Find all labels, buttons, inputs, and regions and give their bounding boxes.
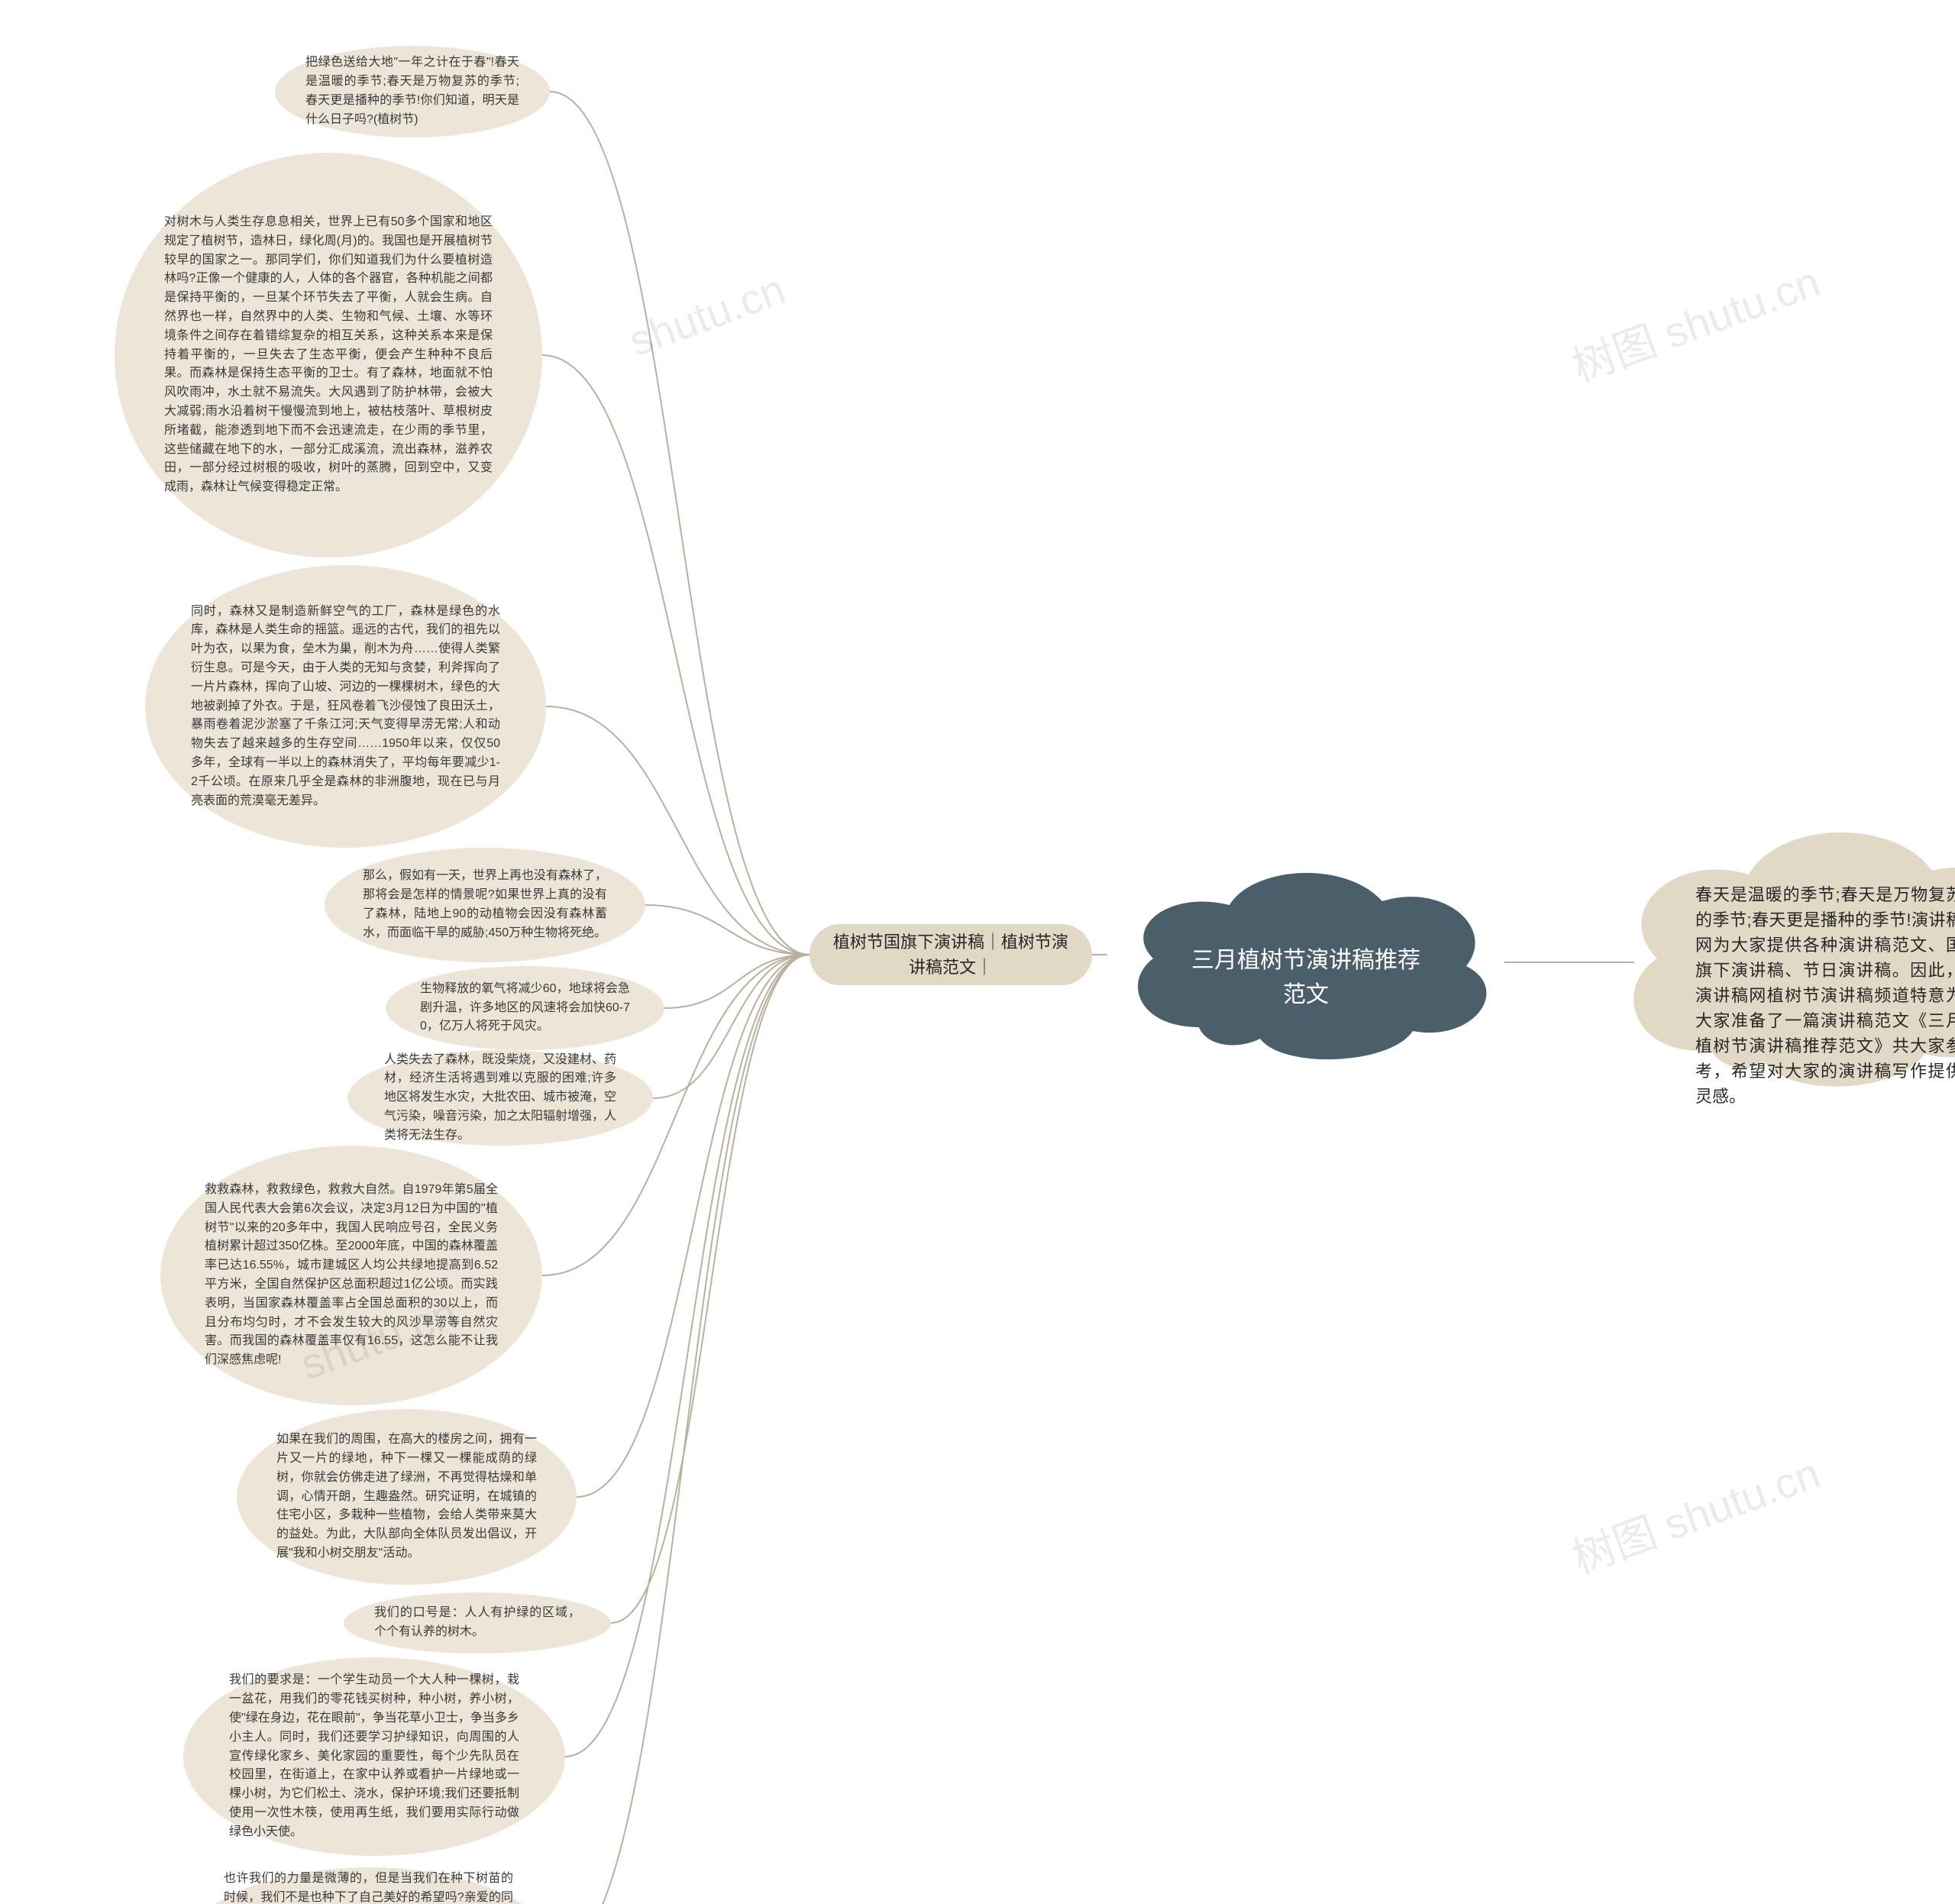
leaf-text: 对树木与人类生存息息相关，世界上已有50多个国家和地区规定了植树节，造林日，绿化… [164,213,493,497]
leaf-node[interactable]: 也许我们的力量是微薄的，但是当我们在种下树苗的时候，我们不是也种下了自己美好的希… [179,1867,557,1904]
leaf-node[interactable]: 我们的口号是：人人有护绿的区域，个个有认养的树木。 [344,1592,611,1653]
connector-line [611,955,809,1623]
subtitle-text: 植树节国旗下演讲稿｜植树节演讲稿范文｜ [828,929,1074,980]
leaf-text: 人类失去了森林，既没柴烧，又没建材、药材，经济生活将遇到难以克服的困难;许多地区… [384,1051,616,1146]
leaf-text: 把绿色送给大地"一年之计在于春"!春天是温暖的季节;春天是万物复苏的季节;春天更… [305,53,519,129]
leaf-node[interactable]: 那么，假如有一天，世界上再也没有森林了，那将会是怎样的情景呢?如果世界上真的没有… [325,848,645,962]
watermark: 树图 shutu.cn [1562,1439,1827,1586]
leaf-text: 那么，假如有一天，世界上再也没有森林了，那将会是怎样的情景呢?如果世界上真的没有… [363,867,607,942]
connector-line [653,955,809,1098]
leaf-text: 也许我们的力量是微薄的，但是当我们在种下树苗的时候，我们不是也种下了自己美好的希… [224,1870,513,1904]
leaf-text: 生物释放的氧气将减少60，地球将会急剧升温，许多地区的风速将会加快60-70，亿… [420,980,630,1036]
leaf-text: 我们的口号是：人人有护绿的区域，个个有认养的树木。 [374,1604,580,1642]
leaf-node[interactable]: 如果在我们的周围，在高大的楼房之间，拥有一片又一片的绿地，种下一棵又一棵能成荫的… [237,1409,577,1585]
subtitle-pill[interactable]: 植树节国旗下演讲稿｜植树节演讲稿范文｜ [809,924,1092,985]
leaf-node[interactable]: 救救森林，救救绿色，救救大自然。自1979年第5届全国人民代表大会第6次会议，决… [160,1146,542,1405]
watermark: 树图 shutu.cn [1562,247,1827,394]
center-topic-cloud[interactable]: 三月植树节演讲稿推荐范文 [1107,852,1504,1081]
leaf-node[interactable]: 把绿色送给大地"一年之计在于春"!春天是温暖的季节;春天是万物复苏的季节;春天更… [275,46,550,137]
leaf-text: 如果在我们的周围，在高大的楼房之间，拥有一片又一片的绿地，种下一棵又一棵能成荫的… [276,1430,537,1563]
connector-line [664,955,809,1008]
leaf-text: 救救森林，救救绿色，救救大自然。自1979年第5届全国人民代表大会第6次会议，决… [205,1181,498,1370]
connector-line [550,92,809,955]
leaf-node[interactable]: 人类失去了森林，既没柴烧，又没建材、药材，经济生活将遇到难以克服的困难;许多地区… [347,1050,653,1146]
leaf-node[interactable]: 对树木与人类生存息息相关，世界上已有50多个国家和地区规定了植树节，造林日，绿化… [115,153,542,558]
leaf-text: 我们的要求是：一个学生动员一个大人种一棵树，栽一盆花，用我们的零花钱买树种，种小… [229,1671,519,1841]
intro-cloud-text: 春天是温暖的季节;春天是万物复苏的季节;春天更是播种的季节!演讲稿网为大家提供各… [1695,882,1955,1109]
leaf-node[interactable]: 同时，森林又是制造新鲜空气的工厂，森林是绿色的水库，森林是人类生命的摇篮。遥远的… [145,565,546,848]
leaf-node[interactable]: 生物释放的氧气将减少60，地球将会急剧升温，许多地区的风速将会加快60-70，亿… [386,966,664,1050]
leaf-text: 同时，森林又是制造新鲜空气的工厂，森林是绿色的水库，森林是人类生命的摇篮。遥远的… [191,603,500,811]
connector-line [645,905,809,955]
intro-cloud[interactable]: 春天是温暖的季节;春天是万物复苏的季节;春天更是播种的季节!演讲稿网为大家提供各… [1604,806,1955,1111]
center-topic-text: 三月植树节演讲稿推荐范文 [1191,943,1420,1012]
watermark: shutu.cn [622,264,791,366]
leaf-node[interactable]: 我们的要求是：一个学生动员一个大人种一棵树，栽一盆花，用我们的零花钱买树种，种小… [183,1657,565,1856]
